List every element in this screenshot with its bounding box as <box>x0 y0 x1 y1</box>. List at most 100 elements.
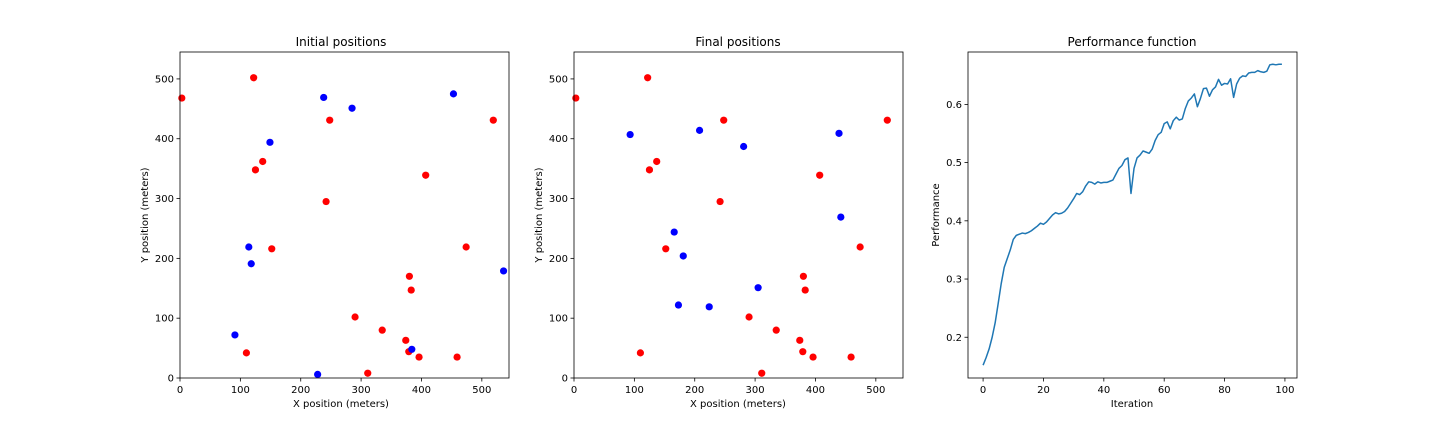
y-axis-label: Performance <box>931 183 942 246</box>
data-point <box>799 348 807 356</box>
x-tick-label: 200 <box>685 385 704 396</box>
x-tick-label: 80 <box>1218 385 1231 396</box>
y-tick-label: 0.6 <box>946 100 962 111</box>
y-tick-label: 0.5 <box>946 158 962 169</box>
x-tick-label: 100 <box>625 385 644 396</box>
data-point <box>422 171 430 179</box>
data-point <box>796 336 804 344</box>
data-point <box>837 213 845 221</box>
x-tick-label: 60 <box>1158 385 1171 396</box>
data-point <box>745 313 753 321</box>
y-tick-label: 100 <box>549 314 568 325</box>
data-point <box>415 353 423 361</box>
x-tick-label: 300 <box>352 385 371 396</box>
y-tick-label: 0.4 <box>946 216 962 227</box>
data-point <box>407 286 415 294</box>
x-tick-label: 0 <box>980 385 986 396</box>
data-point <box>348 104 356 112</box>
data-point <box>662 245 670 253</box>
data-point <box>670 228 678 236</box>
data-point <box>449 90 458 98</box>
initial-positions-chart: Initial positions X position (meters) Y … <box>140 35 510 410</box>
data-point <box>259 157 267 166</box>
y-axis-label: Y position (meters) <box>140 167 151 263</box>
data-point <box>816 171 824 179</box>
data-point <box>754 284 762 292</box>
y-tick-label: 0 <box>562 374 568 385</box>
data-point <box>405 272 413 280</box>
data-point <box>402 336 410 344</box>
y-tick-label: 500 <box>549 74 568 85</box>
data-point <box>242 349 251 357</box>
y-tick-label: 100 <box>155 314 174 325</box>
data-point <box>572 94 580 102</box>
data-point <box>883 116 891 124</box>
data-point <box>499 267 508 275</box>
data-point <box>268 245 276 253</box>
performance-function-chart: Performance function Iteration Performan… <box>931 35 1298 410</box>
data-point <box>378 326 386 334</box>
data-point <box>247 260 255 268</box>
data-point <box>716 197 724 206</box>
x-tick-label: 500 <box>472 385 491 396</box>
data-point <box>705 303 713 311</box>
data-point <box>462 243 470 251</box>
data-point <box>453 353 461 361</box>
plot-frame <box>179 51 510 379</box>
x-tick-label: 400 <box>412 385 431 396</box>
final-positions-chart: Final positions X position (meters) Y po… <box>534 35 904 410</box>
x-tick-label: 500 <box>866 385 885 396</box>
data-point <box>720 116 728 124</box>
plot-frame <box>573 51 904 379</box>
x-tick-label: 100 <box>231 385 250 396</box>
data-point <box>178 94 186 102</box>
series-line <box>982 63 1282 366</box>
chart-title: Final positions <box>695 35 780 49</box>
x-tick-label: 40 <box>1097 385 1110 396</box>
data-point <box>250 74 258 82</box>
data-point <box>645 166 654 174</box>
data-point <box>679 252 687 260</box>
data-point <box>489 116 497 124</box>
y-tick-label: 400 <box>549 134 568 145</box>
data-point <box>758 369 766 377</box>
data-point <box>835 129 843 137</box>
y-tick-label: 200 <box>549 254 568 265</box>
data-point <box>266 138 274 146</box>
data-point <box>856 243 864 251</box>
plot-frame <box>967 51 1298 379</box>
y-tick-label: 300 <box>155 194 174 205</box>
chart-title: Performance function <box>1068 35 1197 49</box>
data-point <box>314 370 322 379</box>
x-axis-label: Iteration <box>1111 399 1153 410</box>
x-tick-label: 400 <box>806 385 825 396</box>
x-tick-label: 20 <box>1037 385 1050 396</box>
data-point <box>231 331 239 339</box>
data-point <box>674 301 683 309</box>
y-tick-label: 0.3 <box>946 275 962 286</box>
data-point <box>801 286 809 294</box>
x-axis-label: X position (meters) <box>690 399 786 410</box>
data-point <box>408 345 416 353</box>
data-point <box>772 326 780 334</box>
x-tick-label: 300 <box>746 385 765 396</box>
data-point <box>740 142 748 151</box>
data-point <box>251 166 260 174</box>
data-point <box>320 93 328 102</box>
data-point <box>695 126 704 134</box>
x-tick-label: 100 <box>1275 385 1294 396</box>
y-tick-label: 400 <box>155 134 174 145</box>
data-point <box>245 243 253 251</box>
chart-title: Initial positions <box>296 35 387 49</box>
x-tick-label: 0 <box>571 385 577 396</box>
x-axis-label: X position (meters) <box>293 399 389 410</box>
y-axis-label: Y position (meters) <box>534 167 545 263</box>
data-point <box>326 116 334 124</box>
data-point <box>364 369 372 377</box>
data-point <box>644 74 652 82</box>
x-tick-label: 0 <box>177 385 183 396</box>
data-point <box>799 272 807 280</box>
data-point <box>847 353 855 361</box>
data-point <box>351 313 359 321</box>
